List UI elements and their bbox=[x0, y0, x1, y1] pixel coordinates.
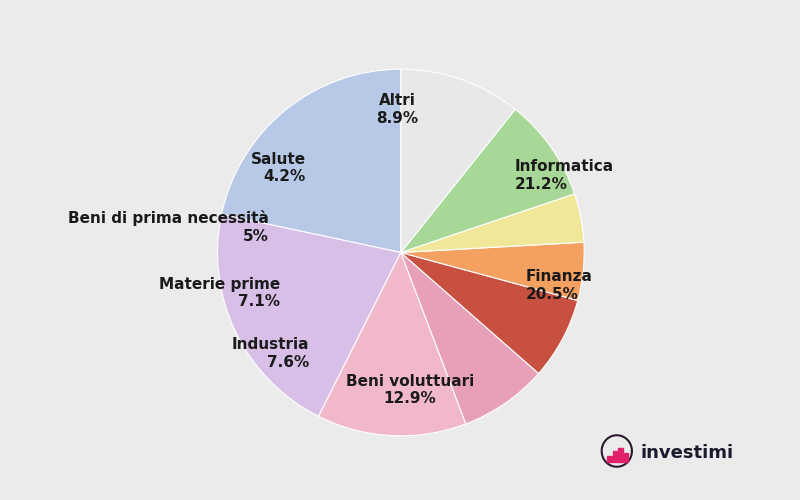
Text: Beni di prima necessità
5%: Beni di prima necessità 5% bbox=[68, 210, 269, 244]
Bar bbox=[613, 452, 617, 462]
Wedge shape bbox=[401, 69, 515, 252]
Wedge shape bbox=[401, 252, 578, 374]
Text: Industria
7.6%: Industria 7.6% bbox=[232, 337, 309, 370]
Text: investimi: investimi bbox=[640, 444, 733, 462]
Wedge shape bbox=[222, 69, 401, 252]
Wedge shape bbox=[401, 252, 538, 424]
Text: Finanza
20.5%: Finanza 20.5% bbox=[526, 270, 592, 302]
Wedge shape bbox=[401, 109, 574, 253]
Text: Altri
8.9%: Altri 8.9% bbox=[376, 94, 418, 126]
Bar bbox=[623, 453, 628, 462]
Bar bbox=[618, 448, 622, 462]
Wedge shape bbox=[401, 194, 584, 252]
Text: Salute
4.2%: Salute 4.2% bbox=[250, 152, 306, 184]
Wedge shape bbox=[318, 252, 466, 436]
Text: Beni voluttuari
12.9%: Beni voluttuari 12.9% bbox=[346, 374, 474, 406]
Text: Materie prime
7.1%: Materie prime 7.1% bbox=[158, 276, 280, 309]
Wedge shape bbox=[218, 214, 401, 416]
Bar bbox=[607, 456, 612, 462]
Text: Informatica
21.2%: Informatica 21.2% bbox=[514, 160, 614, 192]
Wedge shape bbox=[401, 242, 584, 300]
